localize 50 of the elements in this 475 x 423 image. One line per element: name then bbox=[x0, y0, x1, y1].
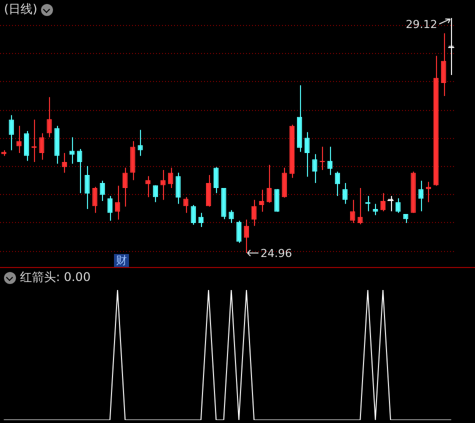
candlestick bbox=[282, 167, 287, 198]
candlestick bbox=[168, 167, 174, 189]
candlestick bbox=[107, 195, 113, 222]
candlestick bbox=[84, 166, 90, 210]
candlestick bbox=[16, 125, 22, 154]
text: 财 bbox=[116, 254, 127, 267]
candlestick bbox=[342, 182, 348, 204]
candlestick bbox=[160, 169, 166, 200]
candlestick bbox=[176, 172, 181, 204]
candlestick bbox=[138, 129, 143, 156]
candlestick bbox=[251, 199, 257, 226]
candlestick bbox=[8, 114, 14, 151]
candlestick bbox=[46, 96, 52, 138]
chart-title: 红箭头: 0.00 bbox=[20, 269, 91, 286]
candlestick bbox=[92, 186, 98, 214]
candlestick bbox=[130, 140, 136, 181]
candlestick bbox=[145, 176, 150, 198]
candlestick bbox=[77, 148, 82, 194]
candlestick bbox=[418, 180, 424, 212]
candlestick bbox=[62, 152, 68, 174]
candlestick bbox=[198, 212, 204, 228]
candlestick bbox=[266, 164, 272, 204]
candlestick bbox=[312, 154, 318, 184]
candlestick bbox=[214, 166, 219, 194]
candlestick bbox=[334, 171, 340, 196]
candlestick bbox=[152, 184, 158, 203]
candlestick bbox=[183, 196, 188, 214]
candlestick bbox=[403, 214, 408, 224]
candlestick bbox=[304, 132, 310, 178]
candlestick bbox=[350, 199, 356, 224]
annotation: 24.96 bbox=[260, 246, 292, 260]
candlestick bbox=[24, 130, 30, 162]
candlestick bbox=[244, 219, 250, 254]
candlestick bbox=[396, 198, 401, 214]
candlestick bbox=[39, 132, 44, 160]
candlestick bbox=[100, 180, 105, 202]
candlestick bbox=[236, 220, 242, 244]
candlestick bbox=[190, 204, 196, 226]
candlestick bbox=[122, 167, 128, 208]
candlestick bbox=[228, 210, 234, 224]
annotation: 29.12 bbox=[406, 18, 438, 31]
chart-title: (日线) bbox=[4, 1, 38, 18]
candlestick bbox=[372, 203, 378, 216]
candlestick bbox=[259, 189, 264, 212]
candlestick bbox=[358, 188, 363, 225]
candlestick bbox=[380, 192, 386, 212]
candlestick bbox=[114, 185, 120, 220]
candlestick bbox=[206, 174, 212, 208]
candlestick bbox=[441, 32, 446, 96]
candlestick bbox=[327, 146, 332, 176]
